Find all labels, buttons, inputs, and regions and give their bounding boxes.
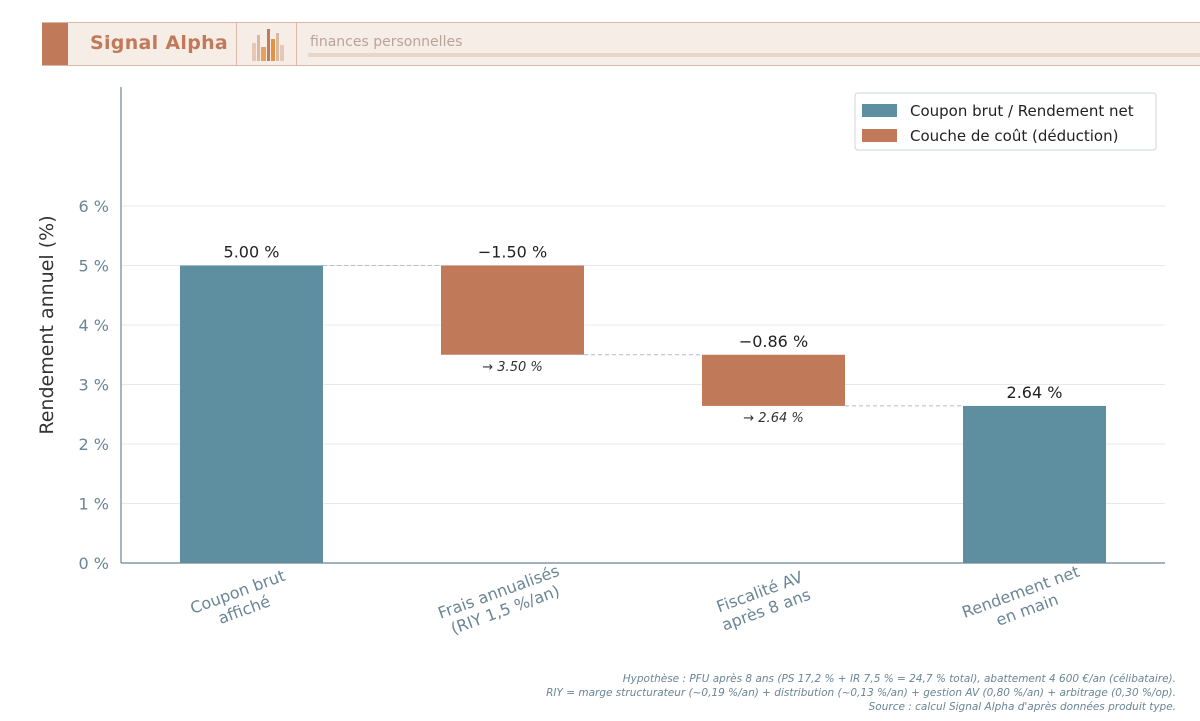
- cost-bar: [441, 265, 584, 355]
- y-tick-label: 4 %: [79, 316, 109, 335]
- total-bar: [963, 405, 1106, 563]
- y-tick-label: 3 %: [79, 376, 109, 395]
- bar-running-total-label: → 2.64 %: [743, 411, 803, 426]
- footnote-source: Source : calcul Signal Alpha d'après don…: [868, 701, 1176, 713]
- legend-swatch-total: [862, 104, 897, 117]
- y-axis-label: Rendement annuel (%): [36, 215, 58, 434]
- legend-label: Coupon brut / Rendement net: [910, 102, 1134, 120]
- y-tick-label: 5 %: [79, 257, 109, 276]
- legend-label: Couche de coût (déduction): [910, 127, 1118, 145]
- connector-lines: [323, 265, 963, 407]
- bars: [180, 265, 1106, 563]
- axes: Rendement annuel (%): [36, 87, 1165, 564]
- legend-box: [854, 92, 1157, 151]
- legend: Coupon brut / Rendement net Couche de coû…: [854, 92, 1157, 151]
- header-bar: Signal Alpha finances personnelles: [42, 22, 1200, 66]
- bar-value-label: 5.00 %: [224, 243, 280, 262]
- brand-name: Signal Alpha: [90, 32, 229, 54]
- bar-value-label: −0.86 %: [739, 332, 808, 351]
- header-subtitle: finances personnelles: [310, 34, 463, 50]
- legend-swatch-cost: [862, 129, 897, 142]
- bar-value-label: 2.64 %: [1007, 383, 1063, 402]
- footnote-hypothesis: Hypothèse : PFU après 8 ans (PS 17,2 % +…: [622, 673, 1176, 685]
- bar-labels: 5.00 % −1.50 % → 3.50 % −0.86 % → 2.64 % 2.64…: [224, 243, 1063, 426]
- bar-running-total-label: → 3.50 %: [482, 360, 542, 375]
- cost-bar: [702, 354, 845, 406]
- y-tick-label: 1 %: [79, 495, 109, 514]
- header-divider: [236, 23, 237, 65]
- total-bar: [180, 265, 323, 563]
- x-tick-label: Frais annualisés(RIY 1,5 %/an): [435, 561, 562, 638]
- footnote-riy: RIY = marge structurateur (~0,19 %/an) +…: [546, 687, 1176, 699]
- y-tick-label: 0 %: [79, 554, 109, 573]
- header-divider: [296, 23, 297, 65]
- header-accent: [42, 23, 68, 65]
- header-rule: [308, 53, 1200, 57]
- y-tick-label: 2 %: [79, 435, 109, 454]
- bar-value-label: −1.50 %: [478, 243, 547, 262]
- y-tick-label: 6 %: [79, 197, 109, 216]
- bar-chart-logo-icon: [252, 29, 284, 61]
